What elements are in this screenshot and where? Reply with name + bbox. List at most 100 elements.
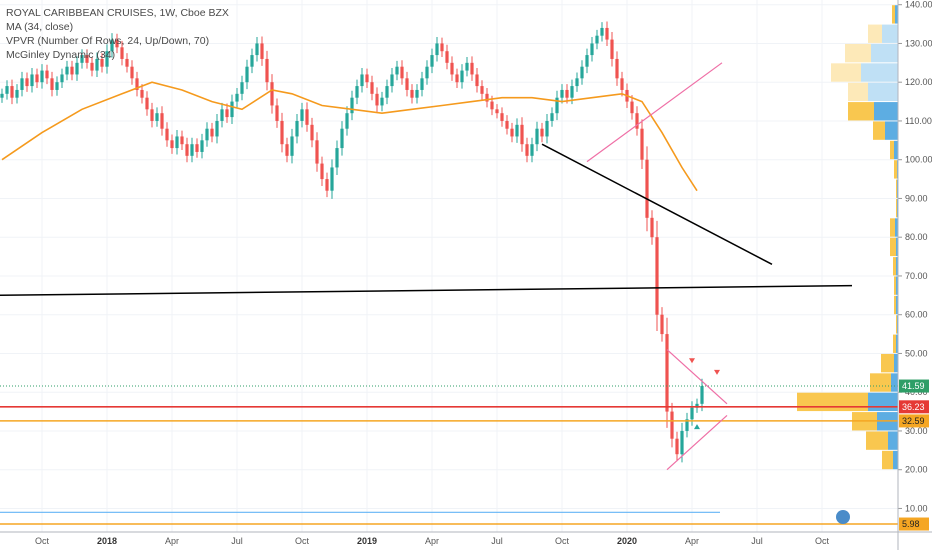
- candle-down: [470, 62, 474, 75]
- candle-down: [540, 128, 544, 137]
- candle-down: [325, 179, 329, 191]
- candle-down: [100, 58, 104, 67]
- candle-up: [235, 93, 239, 102]
- candle-up: [545, 120, 549, 137]
- x-tick-label: Apr: [685, 536, 699, 546]
- candle-up: [580, 66, 584, 79]
- vp-up-bar: [868, 392, 898, 412]
- orange-bottom-level-tag-label: 5.98: [902, 519, 920, 529]
- candle-down: [225, 109, 229, 118]
- candle-down: [270, 82, 274, 106]
- red-level-tag: [899, 400, 929, 414]
- candle-up: [175, 136, 179, 149]
- candle-up: [690, 407, 694, 420]
- candle-down: [405, 78, 409, 90]
- candle-down: [115, 39, 119, 48]
- pink-ascending-trendline: [586, 62, 723, 163]
- candle-up: [110, 39, 114, 52]
- candle-down: [140, 89, 144, 98]
- candle-up: [30, 74, 34, 87]
- candle-down: [130, 66, 134, 79]
- candle-up: [330, 167, 334, 191]
- vp-up-bar: [896, 257, 898, 276]
- thumbs-up-icon[interactable]: [836, 510, 850, 524]
- candle-down: [310, 124, 314, 141]
- candle-up: [5, 86, 9, 94]
- x-tick-label: Apr: [425, 536, 439, 546]
- candle-up: [415, 89, 419, 98]
- vp-up-bar: [893, 450, 898, 470]
- y-tick-label: 30.00: [905, 426, 928, 436]
- candles: [0, 21, 704, 463]
- last-price-tag: [899, 379, 929, 393]
- candle-up: [390, 74, 394, 87]
- x-tick-label: Oct: [555, 536, 570, 546]
- candle-up: [425, 66, 429, 79]
- x-tick-label: Jul: [231, 536, 243, 546]
- candle-down: [520, 124, 524, 145]
- annotations: [689, 358, 850, 524]
- candle-up: [560, 89, 564, 98]
- x-tick-label: Oct: [35, 536, 50, 546]
- candle-up: [350, 97, 354, 114]
- legend-ma[interactable]: MA (34, close): [6, 21, 74, 33]
- vp-up-bar: [895, 218, 898, 237]
- candle-up: [245, 66, 249, 83]
- candle-down: [90, 62, 94, 71]
- candle-up: [355, 86, 359, 98]
- candle-down: [660, 314, 664, 335]
- y-tick-label: 50.00: [905, 348, 928, 358]
- vp-up-bar: [896, 295, 898, 315]
- pink-triangle-upper: [666, 349, 728, 405]
- trendlines: [0, 62, 853, 471]
- candle-down: [410, 89, 414, 98]
- y-tick-label: 10.00: [905, 503, 928, 513]
- vp-down-bar: [892, 5, 895, 24]
- candle-down: [315, 140, 319, 164]
- candle-up: [590, 43, 594, 56]
- candle-down: [480, 86, 484, 94]
- candle-down: [170, 140, 174, 149]
- candle-down: [605, 27, 609, 40]
- candle-down: [320, 163, 324, 180]
- candle-up: [40, 70, 44, 83]
- candle-down: [260, 43, 264, 59]
- candle-down: [120, 47, 124, 59]
- candle-down: [210, 128, 214, 137]
- candle-down: [285, 144, 289, 156]
- vp-up-bar: [896, 276, 898, 295]
- candle-up: [700, 386, 704, 404]
- candle-up: [250, 55, 254, 67]
- candle-up: [380, 97, 384, 106]
- candle-up: [335, 148, 339, 168]
- candle-up: [395, 66, 399, 75]
- candle-up: [55, 82, 59, 90]
- vp-up-bar: [894, 353, 898, 373]
- candle-up: [385, 86, 389, 98]
- candle-down: [25, 78, 29, 87]
- candle-up: [155, 113, 159, 121]
- candle-up: [300, 109, 304, 121]
- legend-mcginley[interactable]: McGinley Dynamic (34): [6, 49, 116, 61]
- candle-down: [35, 74, 39, 83]
- y-tick-label: 20.00: [905, 465, 928, 475]
- candle-up: [530, 144, 534, 156]
- legend-vpvr[interactable]: VPVR (Number Of Rows, 24, Up/Down, 70): [6, 35, 210, 47]
- orange-level-tag: [899, 414, 929, 428]
- candle-up: [95, 58, 99, 71]
- vp-down-bar: [890, 140, 894, 160]
- candle-down: [135, 78, 139, 90]
- x-tick-label: Jul: [491, 536, 503, 546]
- candle-down: [125, 58, 129, 67]
- candle-down: [370, 82, 374, 94]
- candle-up: [595, 35, 599, 44]
- vp-up-bar: [895, 5, 898, 24]
- candle-down: [50, 78, 54, 90]
- vp-up-bar: [894, 140, 898, 160]
- vp-down-bar: [848, 82, 868, 102]
- y-tick-label: 80.00: [905, 232, 928, 242]
- candle-down: [630, 101, 634, 114]
- candle-down: [145, 97, 149, 110]
- candle-up: [15, 89, 19, 98]
